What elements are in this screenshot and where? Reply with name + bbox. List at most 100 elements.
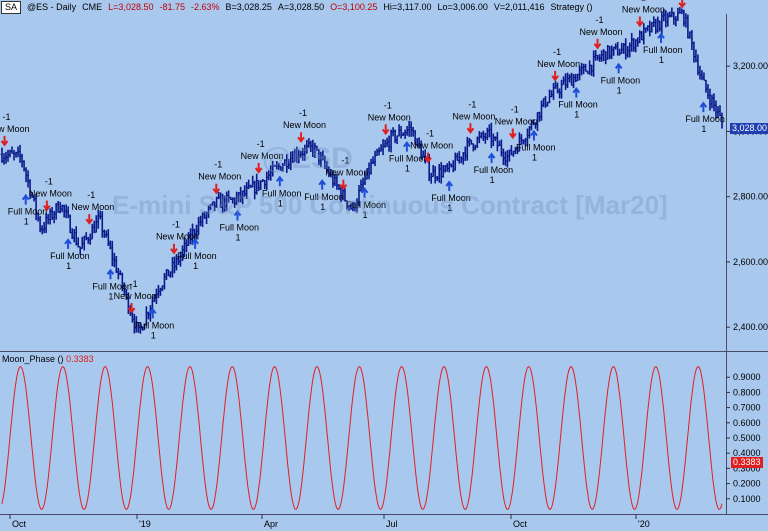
new-moon-count: -1 <box>638 0 646 3</box>
new-moon-count: -1 <box>257 139 265 149</box>
full-moon-label: Full Moon <box>50 251 90 261</box>
new-moon-arrow <box>212 183 221 195</box>
full-moon-count: 1 <box>151 330 156 340</box>
last-price-tag: 3,028.00 <box>730 123 768 134</box>
full-moon-count: 1 <box>532 153 537 163</box>
watermark-name: E-mini S&P 500 Continuous Contract [Mar2… <box>112 190 668 220</box>
full-moon-label: Full Moon <box>431 193 471 203</box>
price-tick-label: 2,400.00 <box>733 322 768 332</box>
new-moon-label: New Moon <box>71 202 114 212</box>
new-moon-arrow <box>593 38 602 50</box>
moon-tick-label: 0.3000 <box>733 463 761 473</box>
new-moon-label: New Moon <box>156 232 199 242</box>
moon-tick-label: 0.9000 <box>733 372 761 382</box>
new-moon-label: New Moon <box>579 27 622 37</box>
new-moon-arrow <box>636 16 644 28</box>
moon-tick-label: 0.4000 <box>733 448 761 458</box>
full-moon-arrow <box>445 180 454 192</box>
new-moon-count: -1 <box>45 177 53 187</box>
full-moon-arrow <box>191 238 199 249</box>
full-moon-arrow <box>657 32 665 44</box>
full-moon-count: 1 <box>490 175 495 185</box>
full-moon-count: 1 <box>363 210 368 220</box>
new-moon-arrow <box>254 163 263 174</box>
volume-value: V=2,011,416 <box>493 2 545 12</box>
new-moon-arrow <box>424 152 432 164</box>
new-moon-count: -1 <box>299 108 307 118</box>
time-tick-label: Oct <box>513 519 528 529</box>
moon-tick-label: 0.8000 <box>733 387 761 397</box>
full-moon-count: 1 <box>405 164 410 174</box>
full-moon-arrow <box>699 101 708 113</box>
new-moon-arrow <box>170 243 178 255</box>
full-moon-count: 1 <box>447 203 452 213</box>
watermark-symbol: @ESD <box>262 142 353 175</box>
new-moon-count: -1 <box>553 47 561 57</box>
new-moon-arrow <box>381 124 390 136</box>
moon-tick-label: 0.2000 <box>733 479 761 489</box>
new-moon-arrow <box>339 179 348 191</box>
full-moon-label: Full Moon <box>474 165 514 175</box>
new-moon-count: -1 <box>172 220 180 230</box>
full-moon-arrow <box>403 140 411 152</box>
time-tick-label: Oct <box>12 519 27 529</box>
time-tick-label: Apr <box>264 519 278 529</box>
indicator-value-tag: 0.3383 <box>731 457 763 468</box>
full-moon-arrow <box>233 209 242 221</box>
new-moon-arrow <box>508 128 517 140</box>
full-moon-arrow <box>21 193 30 205</box>
new-moon-count: -1 <box>384 100 392 110</box>
new-moon-count: -1 <box>595 15 603 25</box>
change-percent: -2.63% <box>191 2 220 12</box>
new-moon-arrow <box>551 70 559 82</box>
full-moon-arrow <box>572 86 581 98</box>
full-moon-count: 1 <box>320 202 325 212</box>
new-moon-label: New Moon <box>537 59 580 69</box>
new-moon-label: New Moon <box>622 5 665 15</box>
full-moon-label: Full Moon <box>601 75 641 85</box>
new-moon-arrow <box>43 200 51 212</box>
full-moon-label: Full Moon <box>135 320 175 330</box>
bid-price: B=3,028.25 <box>225 2 272 12</box>
new-moon-arrow <box>0 135 9 147</box>
new-moon-count: -1 <box>214 160 222 170</box>
time-tick-label: '19 <box>139 519 151 529</box>
new-moon-label: New Moon <box>29 189 72 199</box>
open-price: O=3,100.25 <box>330 2 378 12</box>
change-value: -81.75 <box>159 2 185 12</box>
new-moon-label: New Moon <box>410 141 453 151</box>
full-moon-count: 1 <box>235 233 240 243</box>
ask-price: A=3,028.50 <box>277 2 325 12</box>
new-moon-label: New Moon <box>0 124 30 134</box>
full-moon-label: Full Moon <box>92 281 132 291</box>
price-tick-label: 2,600.00 <box>733 257 768 267</box>
full-moon-label: Full Moon <box>643 45 683 55</box>
new-moon-label: New Moon <box>452 111 495 121</box>
indicator-header: Moon_Phase () 0.3383 <box>2 354 94 364</box>
strategy-label: Strategy () <box>550 2 593 12</box>
full-moon-label: Full Moon <box>219 223 259 233</box>
full-moon-arrow <box>614 62 623 74</box>
moon-tick-label: 0.1000 <box>733 494 761 504</box>
full-moon-arrow <box>148 307 157 319</box>
new-moon-label: New Moon <box>283 120 326 130</box>
full-moon-label: Full Moon <box>558 100 598 110</box>
price-axis-panel <box>726 14 768 531</box>
moon-tick-label: 0.6000 <box>733 418 761 428</box>
full-moon-count: 1 <box>659 55 664 65</box>
new-moon-count: -1 <box>511 104 519 114</box>
indicator-value: 0.3383 <box>66 354 94 364</box>
full-moon-arrow <box>360 187 369 198</box>
moon-tick-label: 0.5000 <box>733 433 761 443</box>
new-moon-count: -1 <box>87 190 95 200</box>
full-moon-count: 1 <box>193 261 198 271</box>
full-moon-count: 1 <box>108 291 113 301</box>
full-moon-label: Full Moon <box>389 154 429 164</box>
indicator-name: Moon_Phase () <box>2 354 64 364</box>
full-moon-count: 1 <box>701 124 706 134</box>
chart-header: SA @ES - Daily CME L=3,028.50 -81.75 -2.63% B=… <box>0 0 768 14</box>
new-moon-count: -1 <box>468 99 476 109</box>
new-moon-label: New Moon <box>495 116 538 126</box>
sa-badge[interactable]: SA <box>1 1 22 14</box>
